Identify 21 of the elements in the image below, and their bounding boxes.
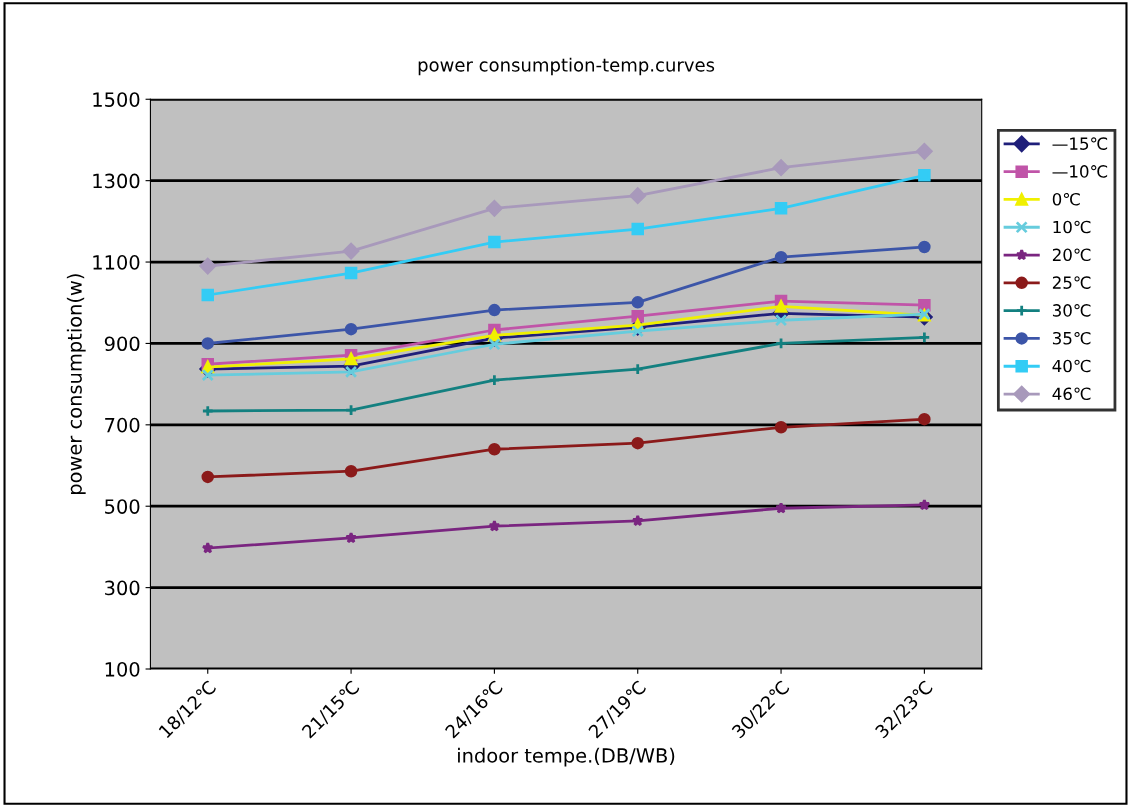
- legend-label: —15℃: [1052, 137, 1108, 150]
- x-axis-title: indoor tempe.(DB/WB): [458, 747, 675, 767]
- legend-label: 10℃: [1053, 220, 1091, 234]
- legend-label: 30℃: [1052, 304, 1091, 317]
- y-tick-label: 1300: [93, 173, 140, 189]
- legend-label: 35℃: [1052, 331, 1091, 345]
- y-tick-label: 900: [104, 336, 140, 352]
- y-tick-label: 100: [105, 661, 140, 677]
- legend-label: 25℃: [1052, 276, 1091, 289]
- legend-label: 40℃: [1052, 359, 1091, 373]
- y-axis-title: power consumption(w): [66, 274, 86, 494]
- legend-label: 20℃: [1052, 248, 1091, 262]
- legend-label: —10℃: [1052, 165, 1108, 178]
- legend-label: 0℃: [1052, 192, 1080, 206]
- y-tick-label: 500: [105, 499, 140, 514]
- y-tick-label: 300: [105, 580, 140, 596]
- chart-title: power consumption-temp.curves: [418, 57, 715, 76]
- y-tick-label: 700: [105, 417, 140, 433]
- y-tick-label: 1500: [93, 92, 140, 107]
- y-tick-label: 1100: [93, 255, 140, 270]
- legend-label: 46℃: [1052, 387, 1091, 401]
